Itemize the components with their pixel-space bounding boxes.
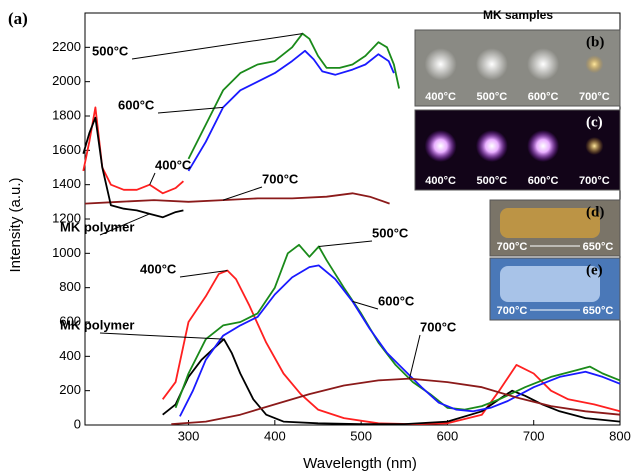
temperature-label: 700°C <box>497 241 528 253</box>
x-tick-label: 800 <box>609 428 631 443</box>
y-tick-label: 400 <box>59 348 81 363</box>
leader-line <box>408 334 421 379</box>
inset-label: (d) <box>586 204 604 220</box>
spectrum-line <box>82 116 184 219</box>
sample-piece <box>500 208 600 238</box>
sample-glow <box>475 130 508 162</box>
series-label: 600°C <box>378 293 415 308</box>
leader-line <box>99 332 224 340</box>
y-tick-label: 1800 <box>52 107 81 122</box>
series-label: 400°C <box>155 157 192 172</box>
sample-piece <box>500 266 600 302</box>
y-tick-label: 600 <box>59 313 81 328</box>
panel-label: (a) <box>8 9 28 28</box>
series-label: MK polymer <box>60 219 134 234</box>
series-label: 500°C <box>372 225 409 240</box>
inset-label: (e) <box>586 262 603 278</box>
temperature-label: 650°C <box>583 305 614 317</box>
sample-glow <box>527 48 560 81</box>
series-label: MK polymer <box>60 317 134 332</box>
y-tick-label: 200 <box>59 382 81 397</box>
spectrum-line <box>162 338 621 425</box>
inset-label: (b) <box>586 34 604 50</box>
x-tick-label: 300 <box>178 428 200 443</box>
sample-glow <box>424 48 457 81</box>
sample-glow <box>585 137 604 155</box>
y-tick-label: 1200 <box>52 210 81 225</box>
spectrum-line <box>187 32 400 160</box>
spectrum-line <box>84 192 390 205</box>
sample-glow <box>424 130 457 162</box>
leader-line <box>222 186 263 201</box>
spectrum-line <box>82 106 184 195</box>
leader-line <box>149 172 156 185</box>
temperature-label: 650°C <box>583 241 614 253</box>
temperature-label: 700°C <box>579 91 610 103</box>
leader-line <box>179 270 228 278</box>
inset-title: MK samples <box>483 8 553 22</box>
y-tick-label: 2200 <box>52 39 81 54</box>
leader-line <box>157 106 224 114</box>
sample-glow <box>585 55 604 74</box>
temperature-label: 600°C <box>528 175 559 187</box>
temperature-label: 600°C <box>528 91 559 103</box>
y-axis-title: Intensity (a.u.) <box>7 177 24 272</box>
series-label: 700°C <box>420 319 457 334</box>
y-tick-label: 2000 <box>52 73 81 88</box>
leader-line <box>131 33 303 60</box>
leader-line <box>352 300 379 310</box>
inset-label: (c) <box>586 114 603 130</box>
leader-line <box>99 213 150 236</box>
sample-glow <box>475 48 508 81</box>
temperature-label: 700°C <box>579 175 610 187</box>
x-tick-label: 400 <box>264 428 286 443</box>
series-label: 400°C <box>140 261 177 276</box>
y-tick-label: 1600 <box>52 142 81 157</box>
series-label: 500°C <box>92 43 129 58</box>
x-axis-title: Wavelength (nm) <box>303 455 417 472</box>
temperature-label: 700°C <box>497 305 528 317</box>
sample-glow <box>527 130 560 162</box>
temperature-label: 500°C <box>477 91 508 103</box>
spectrum-line <box>171 377 621 425</box>
series-label: 600°C <box>118 97 155 112</box>
temperature-label: 400°C <box>425 91 456 103</box>
x-tick-label: 500 <box>350 428 372 443</box>
spectrum-line <box>179 264 621 417</box>
series-label: 700°C <box>262 171 299 186</box>
leader-line <box>318 240 373 247</box>
spectrum-line <box>161 269 621 425</box>
y-tick-label: 0 <box>74 416 81 431</box>
y-tick-label: 1400 <box>52 176 81 191</box>
x-tick-label: 600 <box>437 428 459 443</box>
spectrum-line <box>187 49 395 172</box>
x-tick-label: 700 <box>523 428 545 443</box>
y-tick-label: 800 <box>59 279 81 294</box>
temperature-label: 500°C <box>477 175 508 187</box>
temperature-label: 400°C <box>425 175 456 187</box>
y-tick-label: 1000 <box>52 245 81 260</box>
